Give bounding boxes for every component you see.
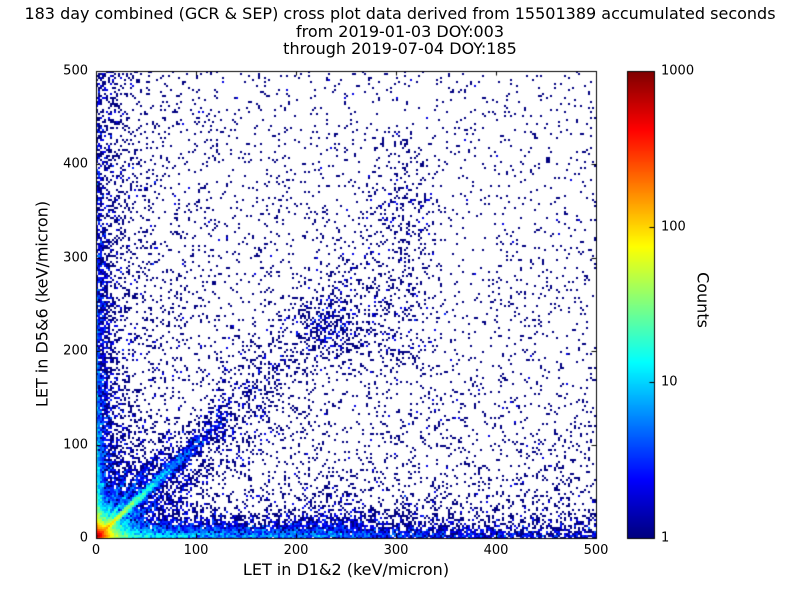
y-tick-label: 300: [63, 250, 88, 266]
colorbar-tick-label: 1: [661, 530, 670, 546]
x-tick-label: 200: [283, 543, 309, 558]
colorbar-tick-label: 100: [661, 219, 686, 235]
x-tick-label: 300: [383, 543, 409, 558]
x-tick-label: 500: [583, 543, 609, 558]
colorbar-tick-label: 1000: [661, 63, 695, 79]
chart-title: 183 day combined (GCR & SEP) cross plot …: [24, 4, 776, 23]
y-tick-label: 100: [63, 437, 88, 453]
chart-subtitle-through: through 2019-07-04 DOY:185: [283, 39, 517, 58]
x-axis-label: LET in D1&2 (keV/micron): [242, 560, 450, 579]
x-tick-label: 100: [183, 543, 209, 558]
chart-subtitle-from: from 2019-01-03 DOY:003: [295, 22, 504, 41]
x-tick-label: 400: [483, 543, 509, 558]
y-tick-label: 0: [79, 530, 88, 546]
colorbar-label: Counts: [693, 272, 713, 328]
x-tick-label: 0: [91, 543, 101, 558]
y-tick-label: 200: [63, 343, 88, 359]
colorbar-tick-label: 10: [661, 374, 678, 390]
y-tick-label: 400: [63, 156, 88, 172]
y-tick-label: 500: [63, 63, 88, 79]
y-axis-label: LET in D5&6 (keV/micron): [32, 200, 52, 408]
